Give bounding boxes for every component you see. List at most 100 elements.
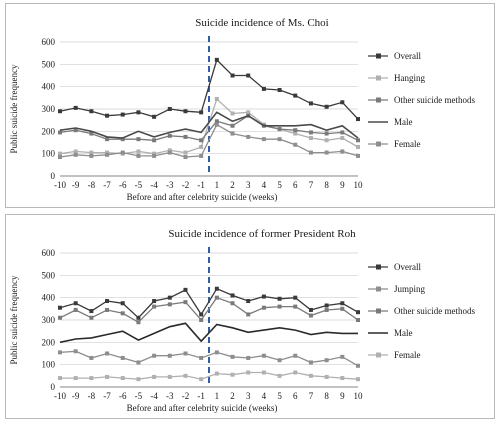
x-tick-label: 3: [246, 180, 251, 190]
y-tick-label: 400: [42, 82, 56, 92]
chart-panel-roh: Suicide incidence of former President Ro…: [5, 214, 495, 419]
y-axis-label: Public suicide frequency: [9, 275, 19, 364]
data-point: [308, 130, 313, 135]
data-point: [356, 363, 360, 368]
data-point: [105, 307, 110, 312]
y-tick-label: 500: [42, 270, 56, 280]
legend-entry: Overall: [394, 51, 421, 61]
data-point: [89, 355, 94, 360]
data-point: [356, 310, 360, 315]
data-point: [89, 376, 94, 381]
data-point: [199, 110, 204, 115]
data-point: [167, 150, 172, 155]
series-line-overall: [59, 287, 359, 319]
data-point: [230, 372, 235, 377]
data-point: [152, 153, 157, 158]
data-point: [293, 142, 298, 147]
data-point: [89, 309, 94, 314]
series-line-overall: [59, 58, 359, 120]
data-point: [277, 127, 282, 132]
data-point: [152, 151, 157, 156]
series-line-female: [59, 123, 359, 158]
data-point: [214, 350, 219, 355]
data-point: [136, 110, 141, 115]
data-point: [120, 301, 125, 306]
data-point: [214, 96, 219, 101]
legend-entry: Female: [394, 350, 421, 360]
data-point: [73, 149, 78, 154]
data-point: [246, 299, 251, 304]
data-point: [324, 104, 329, 109]
data-point: [293, 128, 298, 133]
x-tick-label: 4: [262, 180, 267, 190]
legend-marker: [376, 53, 381, 59]
y-tick-label: 400: [42, 293, 56, 303]
x-axis-label: Before and after celebrity suicide (week…: [127, 403, 278, 413]
data-point: [120, 112, 125, 117]
x-tick-label: -9: [72, 391, 80, 401]
legend-entry: Hanging: [394, 73, 425, 83]
data-point: [136, 315, 141, 320]
chart-panel-choi: Suicide incidence of Ms. Choi Public sui…: [5, 3, 495, 208]
series-line-male: [59, 111, 359, 139]
y-axis-label: Public suicide frequency: [9, 64, 19, 153]
data-point: [340, 130, 345, 135]
data-point: [58, 109, 62, 114]
data-point: [261, 305, 266, 310]
data-point: [58, 315, 62, 320]
data-point: [214, 295, 219, 300]
data-point: [152, 138, 157, 143]
data-point: [199, 312, 204, 317]
data-point: [167, 353, 172, 358]
x-tick-label: -4: [150, 391, 158, 401]
series-line-other-suicide-methods: [59, 114, 359, 142]
data-point: [277, 358, 282, 363]
x-tick-label: 7: [309, 391, 314, 401]
data-point: [308, 101, 313, 106]
data-point: [73, 152, 78, 157]
data-point: [340, 354, 345, 359]
data-point: [73, 376, 78, 381]
legend-marker: [376, 286, 381, 292]
data-point: [246, 312, 251, 317]
legend-entry: Other suicide methods: [394, 306, 475, 316]
data-point: [214, 57, 219, 62]
data-point: [293, 353, 298, 358]
data-point: [261, 370, 266, 375]
data-point: [340, 306, 345, 311]
y-tick-label: 600: [42, 248, 56, 258]
x-tick-label: 2: [230, 391, 235, 401]
data-point: [89, 131, 94, 136]
data-point: [214, 286, 219, 291]
data-point: [199, 153, 204, 158]
x-tick-label: 3: [246, 391, 251, 401]
data-point: [167, 374, 172, 379]
x-tick-label: 6: [293, 180, 298, 190]
x-tick-label: -2: [182, 180, 190, 190]
data-point: [199, 138, 204, 143]
data-point: [356, 138, 360, 143]
data-point: [277, 137, 282, 142]
legend-entry: Other suicide methods: [394, 95, 475, 105]
data-point: [105, 150, 110, 155]
data-point: [183, 109, 188, 114]
data-point: [89, 150, 94, 155]
data-point: [120, 137, 125, 142]
x-tick-label: -6: [119, 391, 127, 401]
legend-entry: Overall: [394, 262, 421, 272]
data-point: [183, 150, 188, 155]
data-point: [73, 105, 78, 110]
data-point: [340, 100, 345, 105]
data-point: [167, 107, 172, 111]
x-tick-label: 10: [354, 180, 364, 190]
data-point: [261, 86, 266, 91]
data-point: [136, 153, 141, 158]
series-line-female: [60, 371, 359, 380]
data-point: [167, 133, 172, 138]
data-point: [261, 294, 266, 299]
x-tick-label: 8: [324, 180, 329, 190]
data-point: [58, 376, 62, 381]
data-point: [199, 377, 204, 382]
data-point: [230, 293, 235, 298]
data-point: [308, 307, 313, 312]
